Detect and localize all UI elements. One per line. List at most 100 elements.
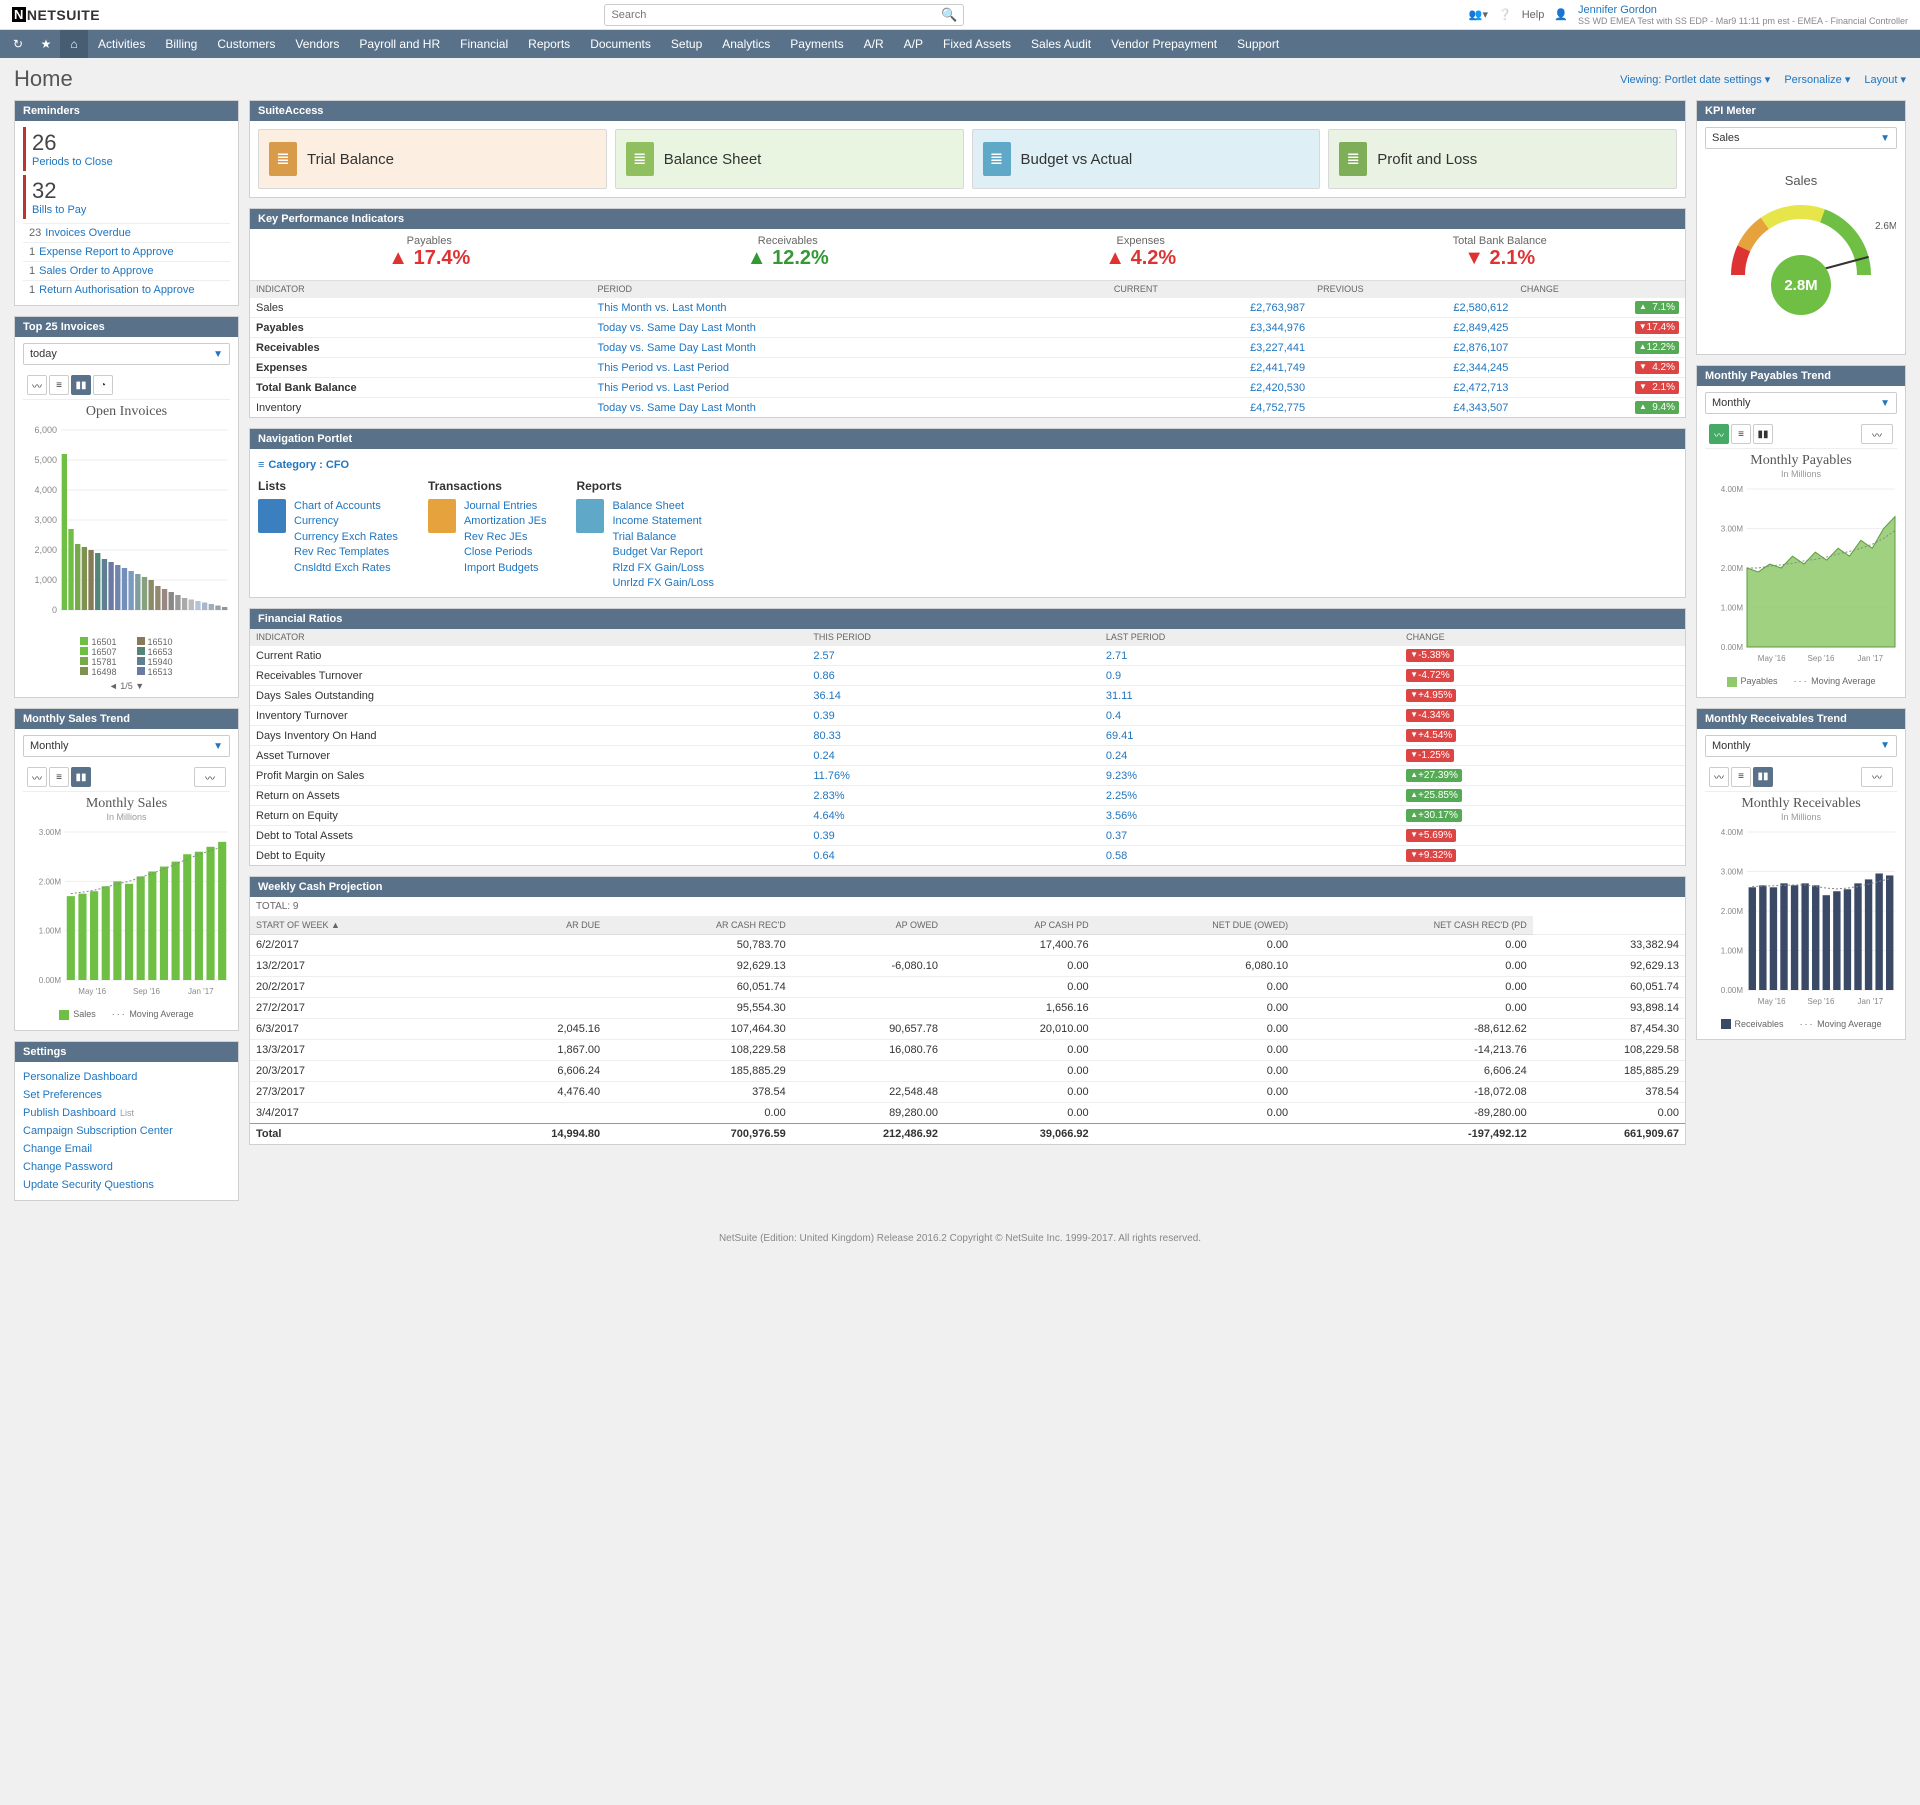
nav-item[interactable]: Payroll and HR	[349, 30, 450, 58]
settings-link[interactable]: Update Security Questions	[23, 1176, 230, 1194]
nav-item[interactable]: Activities	[88, 30, 155, 58]
finratio-row[interactable]: Asset Turnover0.240.24-1.25%	[250, 746, 1685, 766]
search-box[interactable]: 🔍	[604, 4, 964, 26]
kpi-row[interactable]: Total Bank BalanceThis Period vs. Last P…	[250, 378, 1685, 398]
cash-row[interactable]: 3/4/20170.0089,280.000.000.00-89,280.000…	[250, 1103, 1685, 1124]
finratio-row[interactable]: Return on Assets2.83%2.25%+25.85%	[250, 786, 1685, 806]
kpi-row[interactable]: PayablesToday vs. Same Day Last Month£3,…	[250, 318, 1685, 338]
nav-item[interactable]: Financial	[450, 30, 518, 58]
nav-portlet-link[interactable]: Currency	[294, 514, 398, 529]
nav-portlet-link[interactable]: Cnsldtd Exch Rates	[294, 561, 398, 576]
suite-card[interactable]: ≣Profit and Loss	[1328, 129, 1677, 189]
nav-portlet-link[interactable]: Rev Rec JEs	[464, 530, 547, 545]
nav-portlet-category[interactable]: ≡ Category : CFO	[258, 455, 1677, 479]
reminder-small[interactable]: 1Sales Order to Approve	[23, 261, 230, 280]
nav-back-icon[interactable]: ↻	[4, 30, 32, 58]
tool-line-icon[interactable]: 〰	[27, 767, 47, 787]
reminder-big[interactable]: 32Bills to Pay	[23, 175, 230, 219]
user-name[interactable]: Jennifer Gordon	[1578, 4, 1908, 16]
reminder-small[interactable]: 23Invoices Overdue	[23, 223, 230, 242]
settings-link[interactable]: Change Password	[23, 1158, 230, 1176]
finratio-row[interactable]: Inventory Turnover0.390.4-4.34%	[250, 706, 1685, 726]
nav-portlet-link[interactable]: Trial Balance	[612, 530, 713, 545]
finratio-row[interactable]: Debt to Equity0.640.58+9.32%	[250, 846, 1685, 866]
settings-link[interactable]: Campaign Subscription Center	[23, 1122, 230, 1140]
finratio-row[interactable]: Return on Equity4.64%3.56%+30.17%	[250, 806, 1685, 826]
kpi-row[interactable]: ReceivablesToday vs. Same Day Last Month…	[250, 338, 1685, 358]
cash-row[interactable]: 27/3/20174,476.40378.5422,548.480.000.00…	[250, 1082, 1685, 1103]
nav-item[interactable]: Documents	[580, 30, 661, 58]
nav-item[interactable]: Vendors	[285, 30, 349, 58]
nav-portlet-link[interactable]: Currency Exch Rates	[294, 530, 398, 545]
cash-row[interactable]: 6/3/20172,045.16107,464.3090,657.7820,01…	[250, 1019, 1685, 1040]
nav-portlet-link[interactable]: Amortization JEs	[464, 514, 547, 529]
top25-period-select[interactable]: today▼	[23, 343, 230, 365]
finratio-row[interactable]: Debt to Total Assets0.390.37+5.69%	[250, 826, 1685, 846]
personalize-link[interactable]: Personalize ▾	[1784, 73, 1850, 86]
help-label[interactable]: Help	[1522, 9, 1545, 21]
cash-row[interactable]: 6/2/201750,783.7017,400.760.000.0033,382…	[250, 935, 1685, 956]
layout-link[interactable]: Layout ▾	[1864, 73, 1906, 86]
tool-line-icon[interactable]: 〰	[27, 375, 47, 395]
search-icon[interactable]: 🔍	[941, 7, 957, 23]
tool-line-icon[interactable]: 〰	[1709, 767, 1729, 787]
nav-item[interactable]: A/R	[854, 30, 894, 58]
nav-item[interactable]: Fixed Assets	[933, 30, 1021, 58]
tool-bar-icon[interactable]: ▮▮	[71, 767, 91, 787]
viewing-link[interactable]: Viewing: Portlet date settings ▾	[1620, 73, 1770, 86]
tool-list-icon[interactable]: ≡	[49, 767, 69, 787]
nav-item[interactable]: A/P	[894, 30, 933, 58]
nav-portlet-link[interactable]: Rev Rec Templates	[294, 545, 398, 560]
tool-sparkline-icon[interactable]: 〰	[1861, 767, 1893, 787]
reminder-big[interactable]: 26Periods to Close	[23, 127, 230, 171]
cash-row[interactable]: 20/2/201760,051.740.000.000.0060,051.74	[250, 977, 1685, 998]
nav-portlet-link[interactable]: Rlzd FX Gain/Loss	[612, 561, 713, 576]
cash-row[interactable]: 20/3/20176,606.24185,885.290.000.006,606…	[250, 1061, 1685, 1082]
tool-list-icon[interactable]: ≡	[49, 375, 69, 395]
nav-item[interactable]: Analytics	[712, 30, 780, 58]
tool-list-icon[interactable]: ≡	[1731, 767, 1751, 787]
tool-bar-icon[interactable]: ▮▮	[1753, 424, 1773, 444]
kpi-row[interactable]: SalesThis Month vs. Last Month£2,763,987…	[250, 298, 1685, 318]
nav-portlet-link[interactable]: Chart of Accounts	[294, 499, 398, 514]
tool-pie-icon[interactable]: ◔	[93, 375, 113, 395]
cash-row[interactable]: 13/2/201792,629.13-6,080.100.006,080.100…	[250, 956, 1685, 977]
tool-bar-icon[interactable]: ▮▮	[71, 375, 91, 395]
tool-area-icon[interactable]: 〰	[1709, 424, 1729, 444]
finratio-row[interactable]: Days Inventory On Hand80.3369.41+4.54%	[250, 726, 1685, 746]
nav-portlet-link[interactable]: Unrlzd FX Gain/Loss	[612, 576, 713, 591]
tool-list-icon[interactable]: ≡	[1731, 424, 1751, 444]
nav-item[interactable]: Setup	[661, 30, 712, 58]
finratio-row[interactable]: Days Sales Outstanding36.1431.11+4.95%	[250, 686, 1685, 706]
nav-portlet-link[interactable]: Close Periods	[464, 545, 547, 560]
finratio-row[interactable]: Receivables Turnover0.860.9-4.72%	[250, 666, 1685, 686]
nav-star-icon[interactable]: ★	[32, 30, 60, 58]
nav-portlet-link[interactable]: Budget Var Report	[612, 545, 713, 560]
nav-portlet-link[interactable]: Journal Entries	[464, 499, 547, 514]
settings-link[interactable]: Personalize Dashboard	[23, 1068, 230, 1086]
user-avatar-icon[interactable]: 👤	[1554, 8, 1568, 21]
tool-bar-icon[interactable]: ▮▮	[1753, 767, 1773, 787]
kpi-row[interactable]: ExpensesThis Period vs. Last Period£2,44…	[250, 358, 1685, 378]
tool-area-icon[interactable]: 〰	[194, 767, 226, 787]
cash-row[interactable]: 13/3/20171,867.00108,229.5816,080.760.00…	[250, 1040, 1685, 1061]
settings-link[interactable]: Publish DashboardList	[23, 1104, 230, 1122]
finratio-row[interactable]: Current Ratio2.572.71-5.38%	[250, 646, 1685, 666]
suite-card[interactable]: ≣Balance Sheet	[615, 129, 964, 189]
nav-item[interactable]: Sales Audit	[1021, 30, 1101, 58]
tool-sparkline-icon[interactable]: 〰	[1861, 424, 1893, 444]
nav-item[interactable]: Customers	[207, 30, 285, 58]
nav-item[interactable]: Support	[1227, 30, 1289, 58]
receivables-period-select[interactable]: Monthly▼	[1705, 735, 1897, 757]
help-icon[interactable]: ❔	[1498, 8, 1512, 21]
suite-card[interactable]: ≣Trial Balance	[258, 129, 607, 189]
settings-link[interactable]: Set Preferences	[23, 1086, 230, 1104]
nav-item[interactable]: Payments	[780, 30, 853, 58]
search-input[interactable]	[611, 9, 941, 21]
monthly-sales-period-select[interactable]: Monthly▼	[23, 735, 230, 757]
reminder-small[interactable]: 1Expense Report to Approve	[23, 242, 230, 261]
kpi-row[interactable]: InventoryToday vs. Same Day Last Month£4…	[250, 398, 1685, 418]
nav-portlet-link[interactable]: Import Budgets	[464, 561, 547, 576]
nav-portlet-link[interactable]: Balance Sheet	[612, 499, 713, 514]
cash-row[interactable]: 27/2/201795,554.301,656.160.000.0093,898…	[250, 998, 1685, 1019]
